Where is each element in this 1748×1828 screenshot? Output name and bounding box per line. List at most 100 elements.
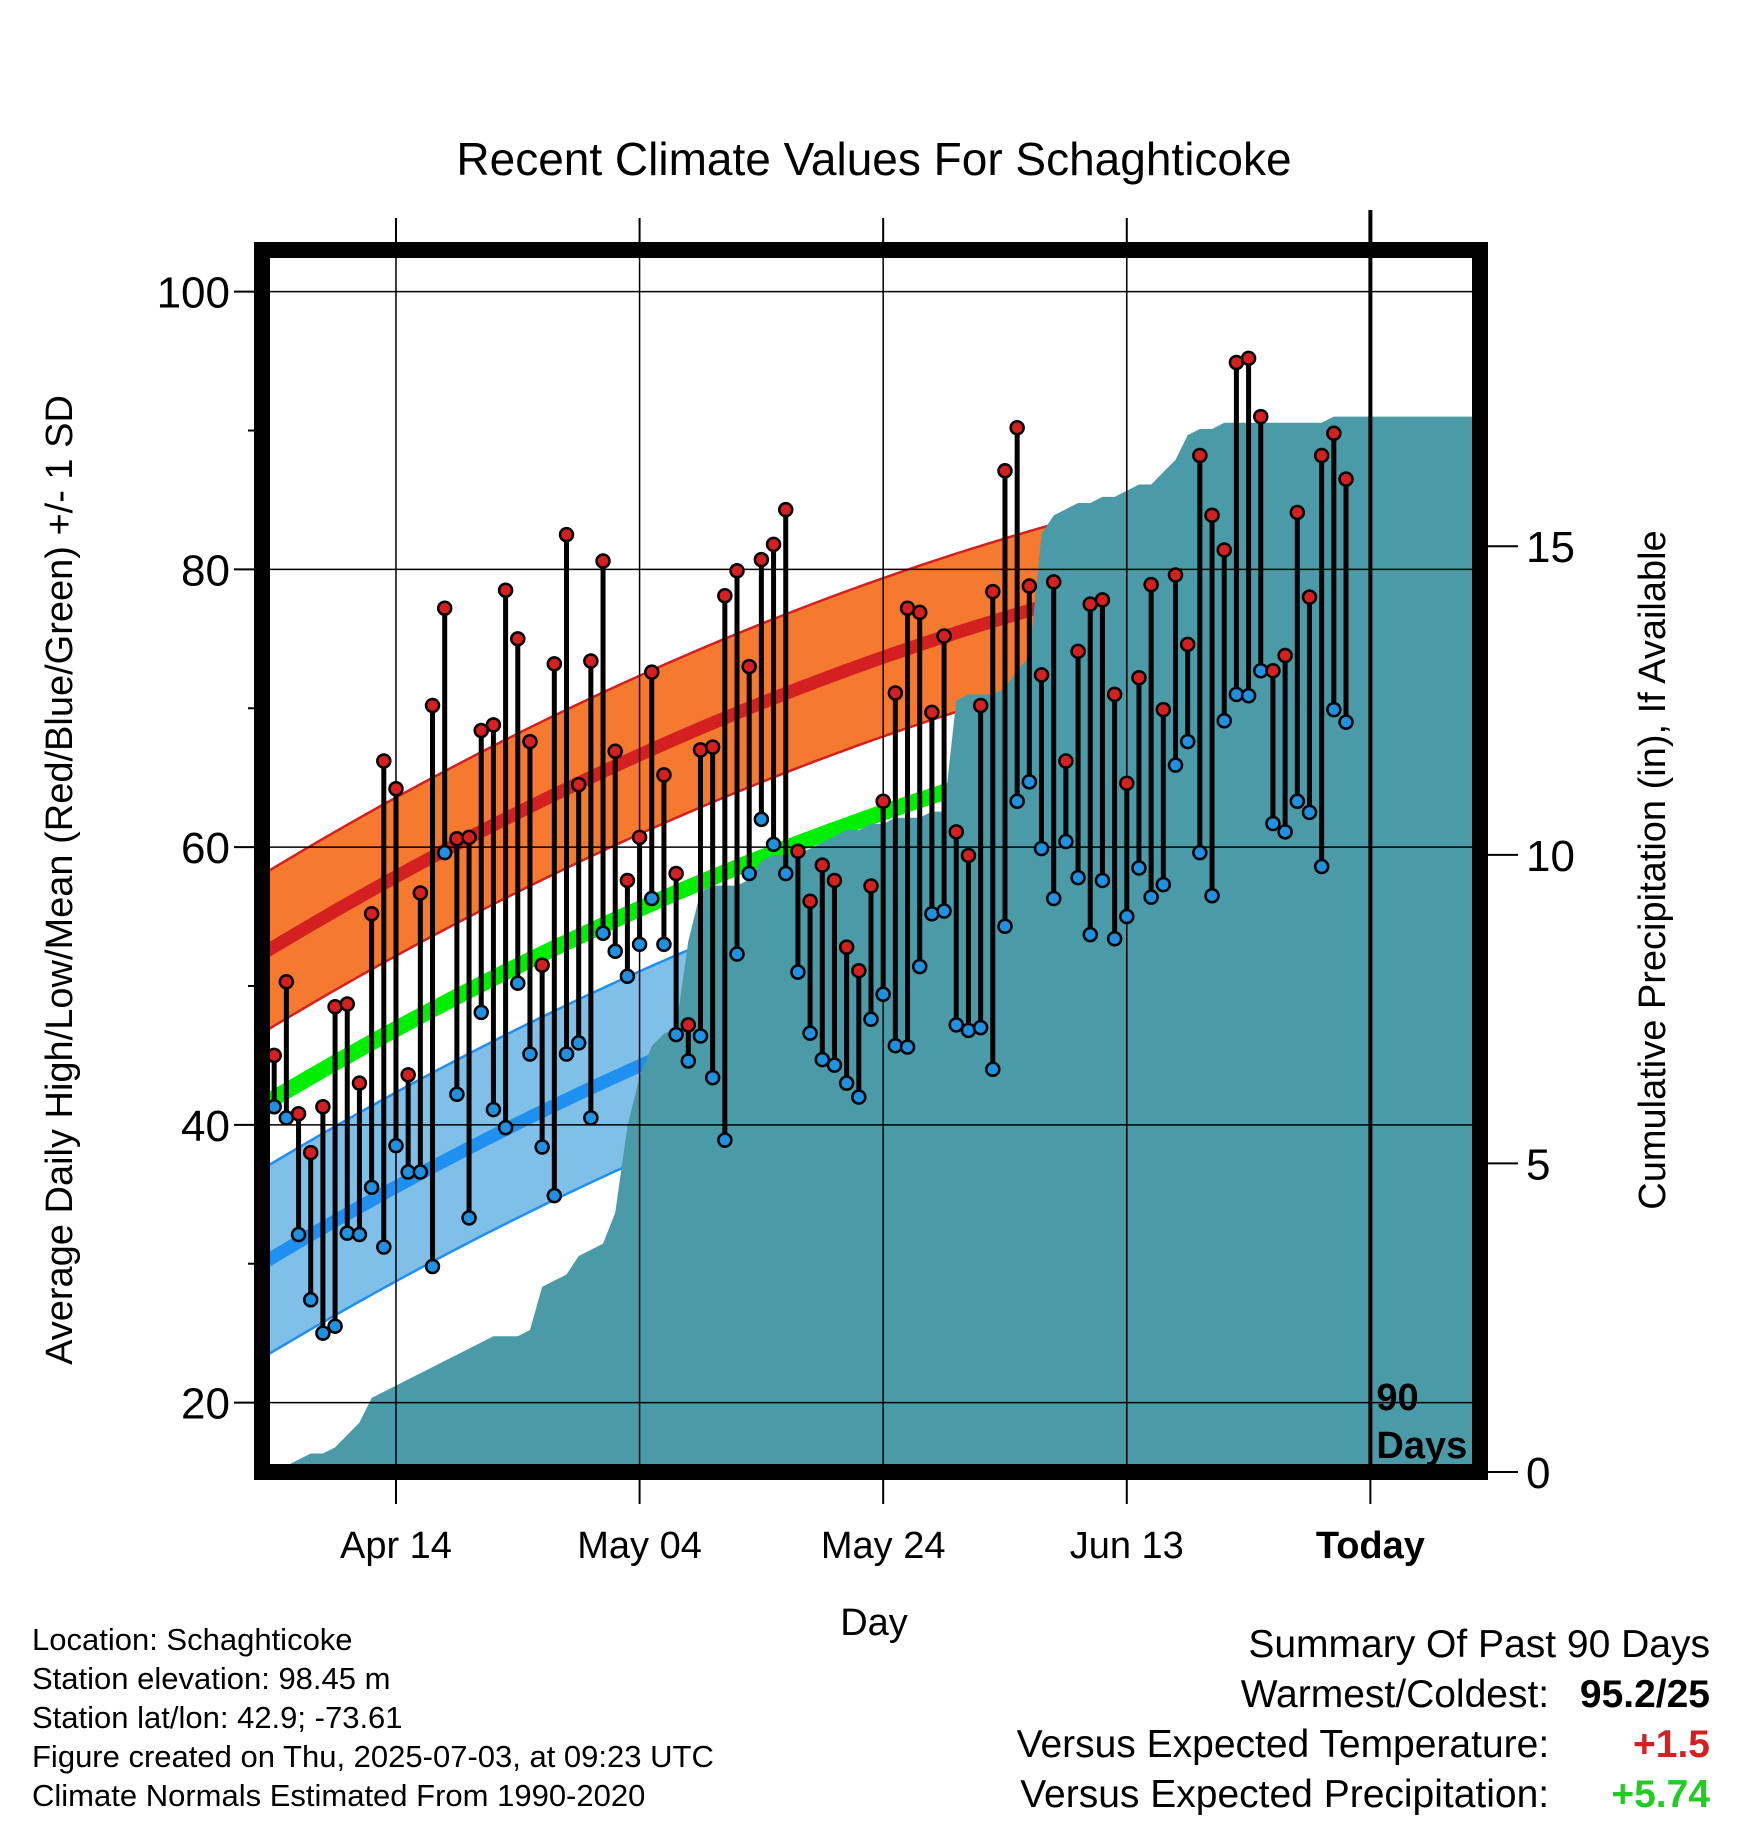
daily-low-point — [595, 925, 611, 941]
daily-high-point — [1289, 504, 1306, 521]
y2-tick-label: 0 — [1526, 1449, 1550, 1498]
daily-high-point — [1070, 643, 1086, 660]
daily-high-point — [1240, 350, 1257, 367]
daily-high-point — [838, 939, 855, 955]
daily-low-point — [1216, 712, 1232, 729]
daily-high-point — [644, 664, 660, 680]
daily-low-point — [936, 903, 952, 919]
daily-high-point — [339, 996, 356, 1012]
daily-low-point — [899, 1039, 916, 1055]
station-info: Location: Schaghticoke Station elevation… — [32, 1620, 714, 1815]
temp-value: +1.5 — [1633, 1723, 1710, 1766]
daily-low-point — [741, 865, 757, 882]
y-tick-label: 100 — [157, 269, 230, 318]
daily-low-point — [302, 1292, 319, 1308]
daily-low-point — [376, 1239, 392, 1255]
daily-low-point — [729, 946, 745, 962]
summary-panel: Summary Of Past 90 Days Warmest/Coldest:… — [1017, 1620, 1710, 1820]
daily-low-point — [522, 1046, 538, 1062]
daily-high-point — [631, 829, 648, 846]
daily-low-point — [436, 844, 453, 861]
daily-high-point — [1301, 589, 1318, 605]
daily-low-point — [887, 1037, 904, 1054]
daily-high-point — [522, 733, 538, 750]
daily-high-point — [924, 704, 940, 721]
daily-low-point — [412, 1164, 429, 1180]
daily-high-point — [1338, 471, 1354, 487]
daily-low-point — [497, 1119, 514, 1136]
location-text: Location: Schaghticoke — [32, 1622, 353, 1657]
plot-frame — [254, 242, 1488, 1480]
daily-low-point — [1082, 926, 1098, 943]
daily-low-point — [644, 890, 660, 907]
daily-low-point — [875, 986, 891, 1003]
warm-cold-label: Warmest/Coldest: — [1240, 1673, 1550, 1716]
daily-low-point — [315, 1325, 331, 1341]
daily-low-point — [1313, 858, 1330, 875]
daily-low-point — [1289, 793, 1306, 810]
normals-text: Climate Normals Estimated From 1990-2020 — [32, 1778, 646, 1813]
daily-low-point — [1179, 733, 1196, 750]
daily-low-point — [668, 1026, 684, 1043]
daily-high-point — [302, 1144, 319, 1161]
daily-low-point — [704, 1069, 721, 1086]
daily-low-point — [1204, 887, 1220, 904]
daily-high-point — [473, 722, 489, 739]
y-tick-label: 60 — [181, 824, 230, 873]
daily-low-point — [948, 1017, 965, 1033]
daily-high-point — [717, 588, 733, 604]
daily-high-point — [388, 781, 404, 797]
daily-high-point — [1131, 669, 1147, 686]
daily-high-point — [704, 739, 721, 755]
elevation-text: Station elevation: 98.45 m — [32, 1661, 391, 1696]
daily-high-point — [790, 843, 806, 860]
daily-low-point — [1009, 793, 1025, 810]
daily-high-point — [1277, 647, 1293, 664]
daily-high-point — [1106, 686, 1123, 703]
warm-cold-value: 95.2/25 — [1579, 1673, 1710, 1716]
daily-high-point — [1021, 578, 1038, 594]
daily-high-point — [376, 753, 392, 769]
daily-high-point — [875, 793, 891, 810]
daily-low-point — [570, 1035, 587, 1051]
daily-low-point — [1058, 833, 1074, 850]
daily-high-point — [1119, 775, 1135, 791]
daily-low-point — [656, 936, 672, 953]
plot-area: 90 Days 20 40 60 80 100 0 5 10 15 Apr 14 May 04 May 2… — [157, 210, 1575, 1567]
y-axis-label: Average Daily High/Low/Mean (Red/Blue/Gr… — [39, 395, 81, 1365]
x-axis-label: Day — [840, 1602, 908, 1644]
y2-tick-label: 15 — [1526, 523, 1575, 572]
daily-low-point — [558, 1046, 575, 1062]
daily-low-point — [1265, 815, 1281, 832]
daily-high-point — [424, 697, 441, 714]
created-text: Figure created on Thu, 2025-07-03, at 09… — [32, 1739, 714, 1774]
daily-high-point — [668, 865, 684, 882]
y2-axis-label: Cumulative Precipitation (in), If Availa… — [1632, 530, 1674, 1209]
daily-low-point — [1301, 804, 1318, 821]
daily-high-point — [814, 857, 831, 873]
daily-low-point — [1155, 876, 1172, 893]
daily-low-point — [1326, 701, 1342, 718]
today-marker-label: 90 — [1376, 1377, 1418, 1419]
daily-high-point — [887, 685, 904, 701]
daily-high-point — [997, 463, 1013, 479]
daily-low-point — [972, 1019, 989, 1036]
precip-value: +5.74 — [1611, 1773, 1710, 1816]
daily-high-point — [327, 999, 343, 1015]
summary-title: Summary Of Past 90 Days — [1248, 1623, 1710, 1666]
daily-high-point — [400, 1067, 416, 1083]
daily-high-point — [558, 526, 575, 543]
daily-low-point — [985, 1061, 1001, 1078]
daily-high-point — [911, 604, 928, 621]
daily-low-point — [863, 1011, 879, 1028]
plot-inner — [262, 250, 1480, 1472]
daily-low-point — [339, 1225, 356, 1241]
daily-high-point — [692, 742, 709, 758]
x-tick-label: May 04 — [577, 1525, 702, 1567]
daily-low-point — [1143, 889, 1159, 905]
daily-high-point — [619, 872, 636, 889]
daily-high-point — [351, 1075, 368, 1091]
daily-high-point — [1058, 753, 1074, 769]
daily-high-point — [1216, 542, 1232, 558]
daily-high-point — [948, 824, 965, 840]
